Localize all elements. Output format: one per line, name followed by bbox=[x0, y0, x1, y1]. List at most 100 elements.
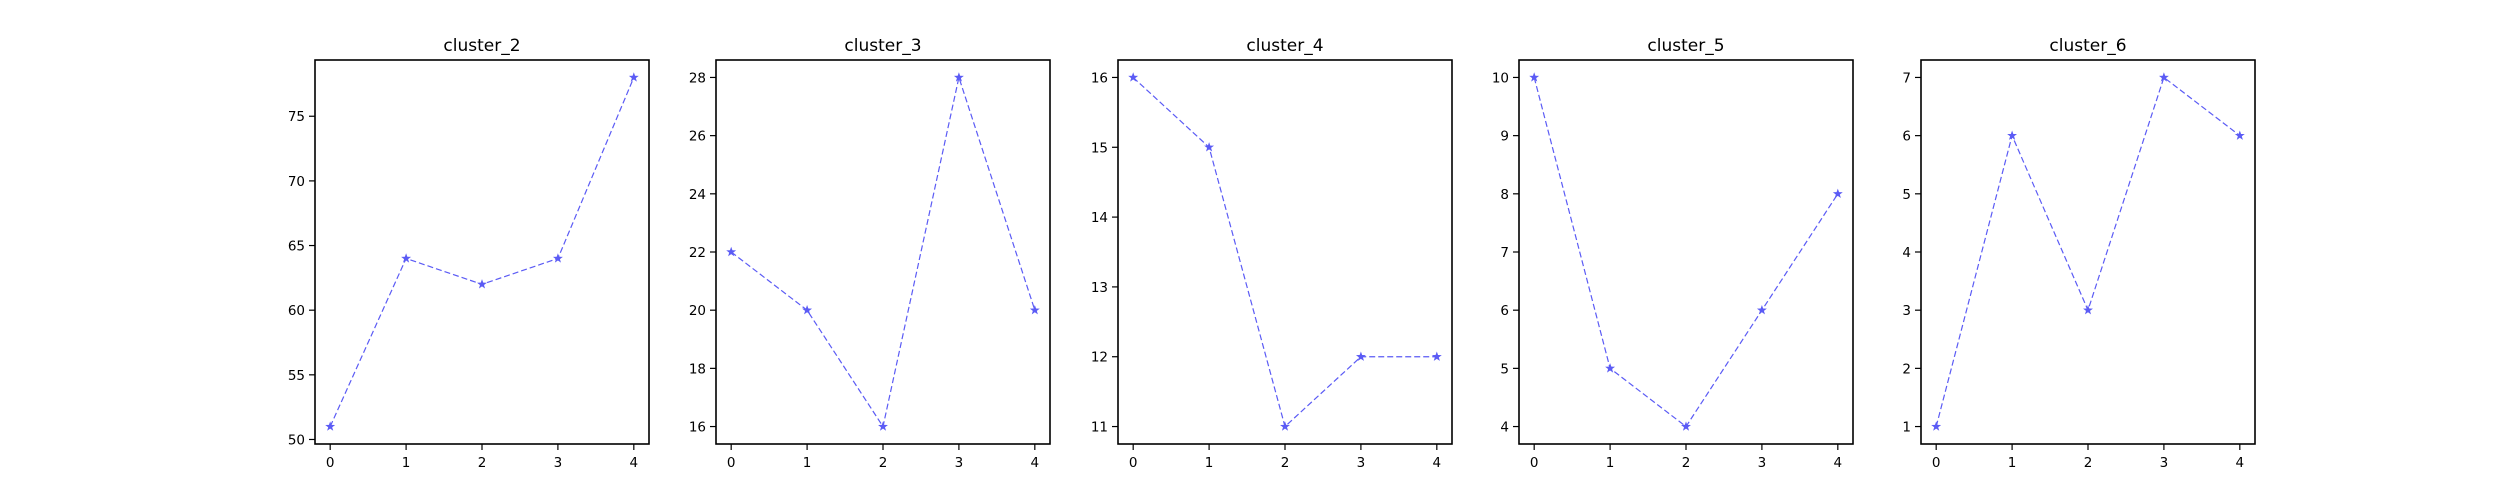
data-point-star bbox=[2007, 130, 2018, 140]
y-tick-label: 70 bbox=[288, 174, 305, 190]
x-tick-label: 0 bbox=[1530, 455, 1539, 471]
y-tick-label: 50 bbox=[288, 432, 305, 448]
data-point-star bbox=[325, 421, 336, 431]
y-tick-label: 10 bbox=[1492, 70, 1509, 86]
y-tick-label: 13 bbox=[1091, 280, 1108, 296]
data-point-star bbox=[2158, 72, 2169, 82]
y-tick-label: 12 bbox=[1091, 350, 1108, 366]
data-point-star bbox=[552, 253, 563, 263]
x-tick-label: 2 bbox=[1682, 455, 1691, 471]
data-point-star bbox=[628, 72, 639, 82]
y-tick-label: 20 bbox=[689, 303, 706, 319]
data-point-star bbox=[878, 421, 888, 431]
y-tick-label: 60 bbox=[288, 303, 305, 319]
x-tick-label: 4 bbox=[2236, 455, 2245, 471]
y-tick-label: 26 bbox=[689, 129, 706, 145]
data-point-star bbox=[477, 279, 487, 289]
x-tick-label: 0 bbox=[1129, 455, 1138, 471]
axes-frame bbox=[715, 59, 1051, 445]
chart-title: cluster_2 bbox=[443, 36, 520, 56]
y-tick-label: 18 bbox=[689, 361, 706, 377]
data-point-star bbox=[1605, 363, 1616, 373]
x-tick-label: 0 bbox=[1932, 455, 1941, 471]
data-point-star bbox=[1128, 72, 1139, 82]
y-tick-label: 8 bbox=[1500, 187, 1509, 203]
data-point-star bbox=[1756, 304, 1767, 315]
x-tick-label: 4 bbox=[630, 455, 639, 471]
y-tick-label: 75 bbox=[288, 109, 305, 125]
data-point-star bbox=[401, 253, 412, 263]
data-point-star bbox=[1431, 351, 1442, 361]
y-tick-label: 4 bbox=[1902, 245, 1911, 261]
y-tick-label: 65 bbox=[288, 239, 305, 255]
data-point-star bbox=[1529, 72, 1540, 82]
x-tick-label: 2 bbox=[1281, 455, 1290, 471]
y-tick-label: 9 bbox=[1500, 129, 1509, 145]
x-tick-label: 3 bbox=[2160, 455, 2169, 471]
y-tick-label: 55 bbox=[288, 368, 305, 384]
x-tick-label: 4 bbox=[1834, 455, 1843, 471]
data-point-star bbox=[726, 246, 737, 257]
data-point-star bbox=[953, 72, 964, 82]
y-tick-label: 6 bbox=[1500, 303, 1509, 319]
axes-frame bbox=[314, 59, 650, 445]
subplot-cluster_5: cluster_5 0 1 2 3 4 4 5 6 7 8 9 10 bbox=[1492, 36, 1854, 471]
axes-frame bbox=[1117, 59, 1453, 445]
subplot-cluster_2: cluster_2 0 1 2 3 4 50 55 60 65 70 75 bbox=[288, 36, 650, 471]
data-point-star bbox=[2083, 304, 2093, 315]
x-tick-label: 3 bbox=[1758, 455, 1767, 471]
x-tick-label: 4 bbox=[1433, 455, 1442, 471]
x-tick-label: 4 bbox=[1031, 455, 1040, 471]
y-tick-label: 7 bbox=[1902, 70, 1911, 86]
data-point-star bbox=[1204, 142, 1215, 152]
y-tick-label: 24 bbox=[689, 187, 706, 203]
x-tick-label: 3 bbox=[1357, 455, 1366, 471]
data-point-star bbox=[1832, 188, 1843, 199]
y-tick-label: 2 bbox=[1902, 361, 1911, 377]
chart-title: cluster_3 bbox=[844, 36, 921, 56]
x-tick-label: 3 bbox=[554, 455, 563, 471]
y-tick-label: 5 bbox=[1902, 187, 1911, 203]
chart-title: cluster_5 bbox=[1647, 36, 1724, 56]
data-point-star bbox=[1681, 421, 1691, 431]
y-tick-label: 16 bbox=[689, 420, 706, 436]
y-tick-label: 5 bbox=[1500, 361, 1509, 377]
subplot-cluster_3: cluster_3 0 1 2 3 4 16 18 20 22 24 26 28 bbox=[689, 36, 1051, 471]
y-tick-label: 7 bbox=[1500, 245, 1509, 261]
y-tick-label: 6 bbox=[1902, 129, 1911, 145]
data-point-star bbox=[1931, 421, 1942, 431]
x-tick-label: 0 bbox=[326, 455, 335, 471]
y-tick-label: 11 bbox=[1091, 420, 1108, 436]
data-point-star bbox=[1355, 351, 1366, 361]
y-tick-label: 28 bbox=[689, 70, 706, 86]
x-tick-label: 0 bbox=[727, 455, 736, 471]
x-tick-label: 1 bbox=[1205, 455, 1214, 471]
y-tick-label: 3 bbox=[1902, 303, 1911, 319]
y-tick-label: 14 bbox=[1091, 210, 1108, 226]
y-tick-label: 15 bbox=[1091, 140, 1108, 156]
x-tick-label: 2 bbox=[478, 455, 487, 471]
y-tick-label: 22 bbox=[689, 245, 706, 261]
y-tick-label: 16 bbox=[1091, 70, 1108, 86]
axes-frame bbox=[1518, 59, 1854, 445]
chart-title: cluster_6 bbox=[2049, 36, 2126, 56]
x-tick-label: 1 bbox=[1606, 455, 1615, 471]
x-tick-label: 2 bbox=[2084, 455, 2093, 471]
data-point-star bbox=[802, 304, 813, 315]
data-point-star bbox=[1280, 421, 1290, 431]
x-tick-label: 3 bbox=[955, 455, 964, 471]
chart-title: cluster_4 bbox=[1246, 36, 1323, 56]
x-tick-label: 1 bbox=[2008, 455, 2017, 471]
subplot-cluster_6: cluster_6 0 1 2 3 4 1 2 3 4 5 6 7 bbox=[1902, 36, 2256, 471]
x-tick-label: 2 bbox=[879, 455, 888, 471]
y-tick-label: 1 bbox=[1902, 420, 1911, 436]
x-tick-label: 1 bbox=[803, 455, 812, 471]
axes-frame bbox=[1920, 59, 2256, 445]
x-tick-label: 1 bbox=[402, 455, 411, 471]
data-point-star bbox=[1029, 304, 1040, 315]
y-tick-label: 4 bbox=[1500, 420, 1509, 436]
